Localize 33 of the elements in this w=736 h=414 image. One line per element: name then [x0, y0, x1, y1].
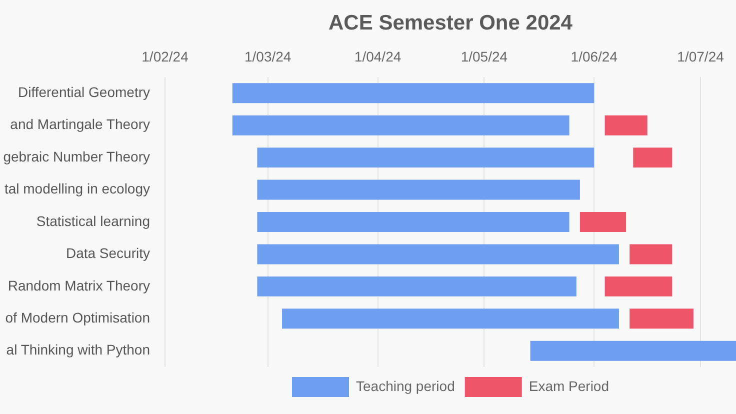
- y-tick-label: tal modelling in ecology: [4, 180, 150, 197]
- bar: [232, 115, 570, 136]
- bar: [232, 83, 594, 104]
- bar: [604, 276, 672, 296]
- bar: [257, 212, 570, 232]
- bar: [630, 244, 672, 264]
- bar: [257, 180, 580, 200]
- bar: [604, 115, 648, 136]
- legend-label: Exam Period: [528, 378, 610, 394]
- chart-title: ACE Semester One 2024: [328, 11, 573, 34]
- bar: [257, 148, 594, 168]
- y-tick-label: Differential Geometry: [18, 84, 150, 100]
- bar: [633, 148, 672, 168]
- y-tick-label: of Modern Optimisation: [5, 310, 150, 326]
- legend-label: Teaching period: [356, 378, 455, 394]
- y-tick-label: gebraic Number Theory: [3, 148, 150, 164]
- y-tick-label: Data Security: [66, 245, 150, 262]
- bar: [630, 308, 694, 329]
- y-tick-label: Random Matrix Theory: [8, 277, 150, 294]
- bar: [257, 276, 576, 296]
- bar: [257, 244, 619, 264]
- x-tick-label: 1/07/24: [677, 48, 724, 64]
- y-tick-label: and Martingale Theory: [10, 116, 150, 132]
- bar: [282, 308, 619, 329]
- x-tick-label: 1/02/24: [142, 48, 189, 64]
- bar: [530, 340, 736, 361]
- x-tick-label: 1/06/24: [570, 48, 618, 64]
- bar: [580, 212, 626, 232]
- y-tick-label: al Thinking with Python: [6, 342, 150, 358]
- y-tick-label: Statistical learning: [36, 212, 150, 229]
- x-tick-label: 1/03/24: [244, 48, 292, 64]
- x-tick-label: 1/04/24: [354, 48, 402, 64]
- x-tick-label: 1/05/24: [460, 48, 508, 64]
